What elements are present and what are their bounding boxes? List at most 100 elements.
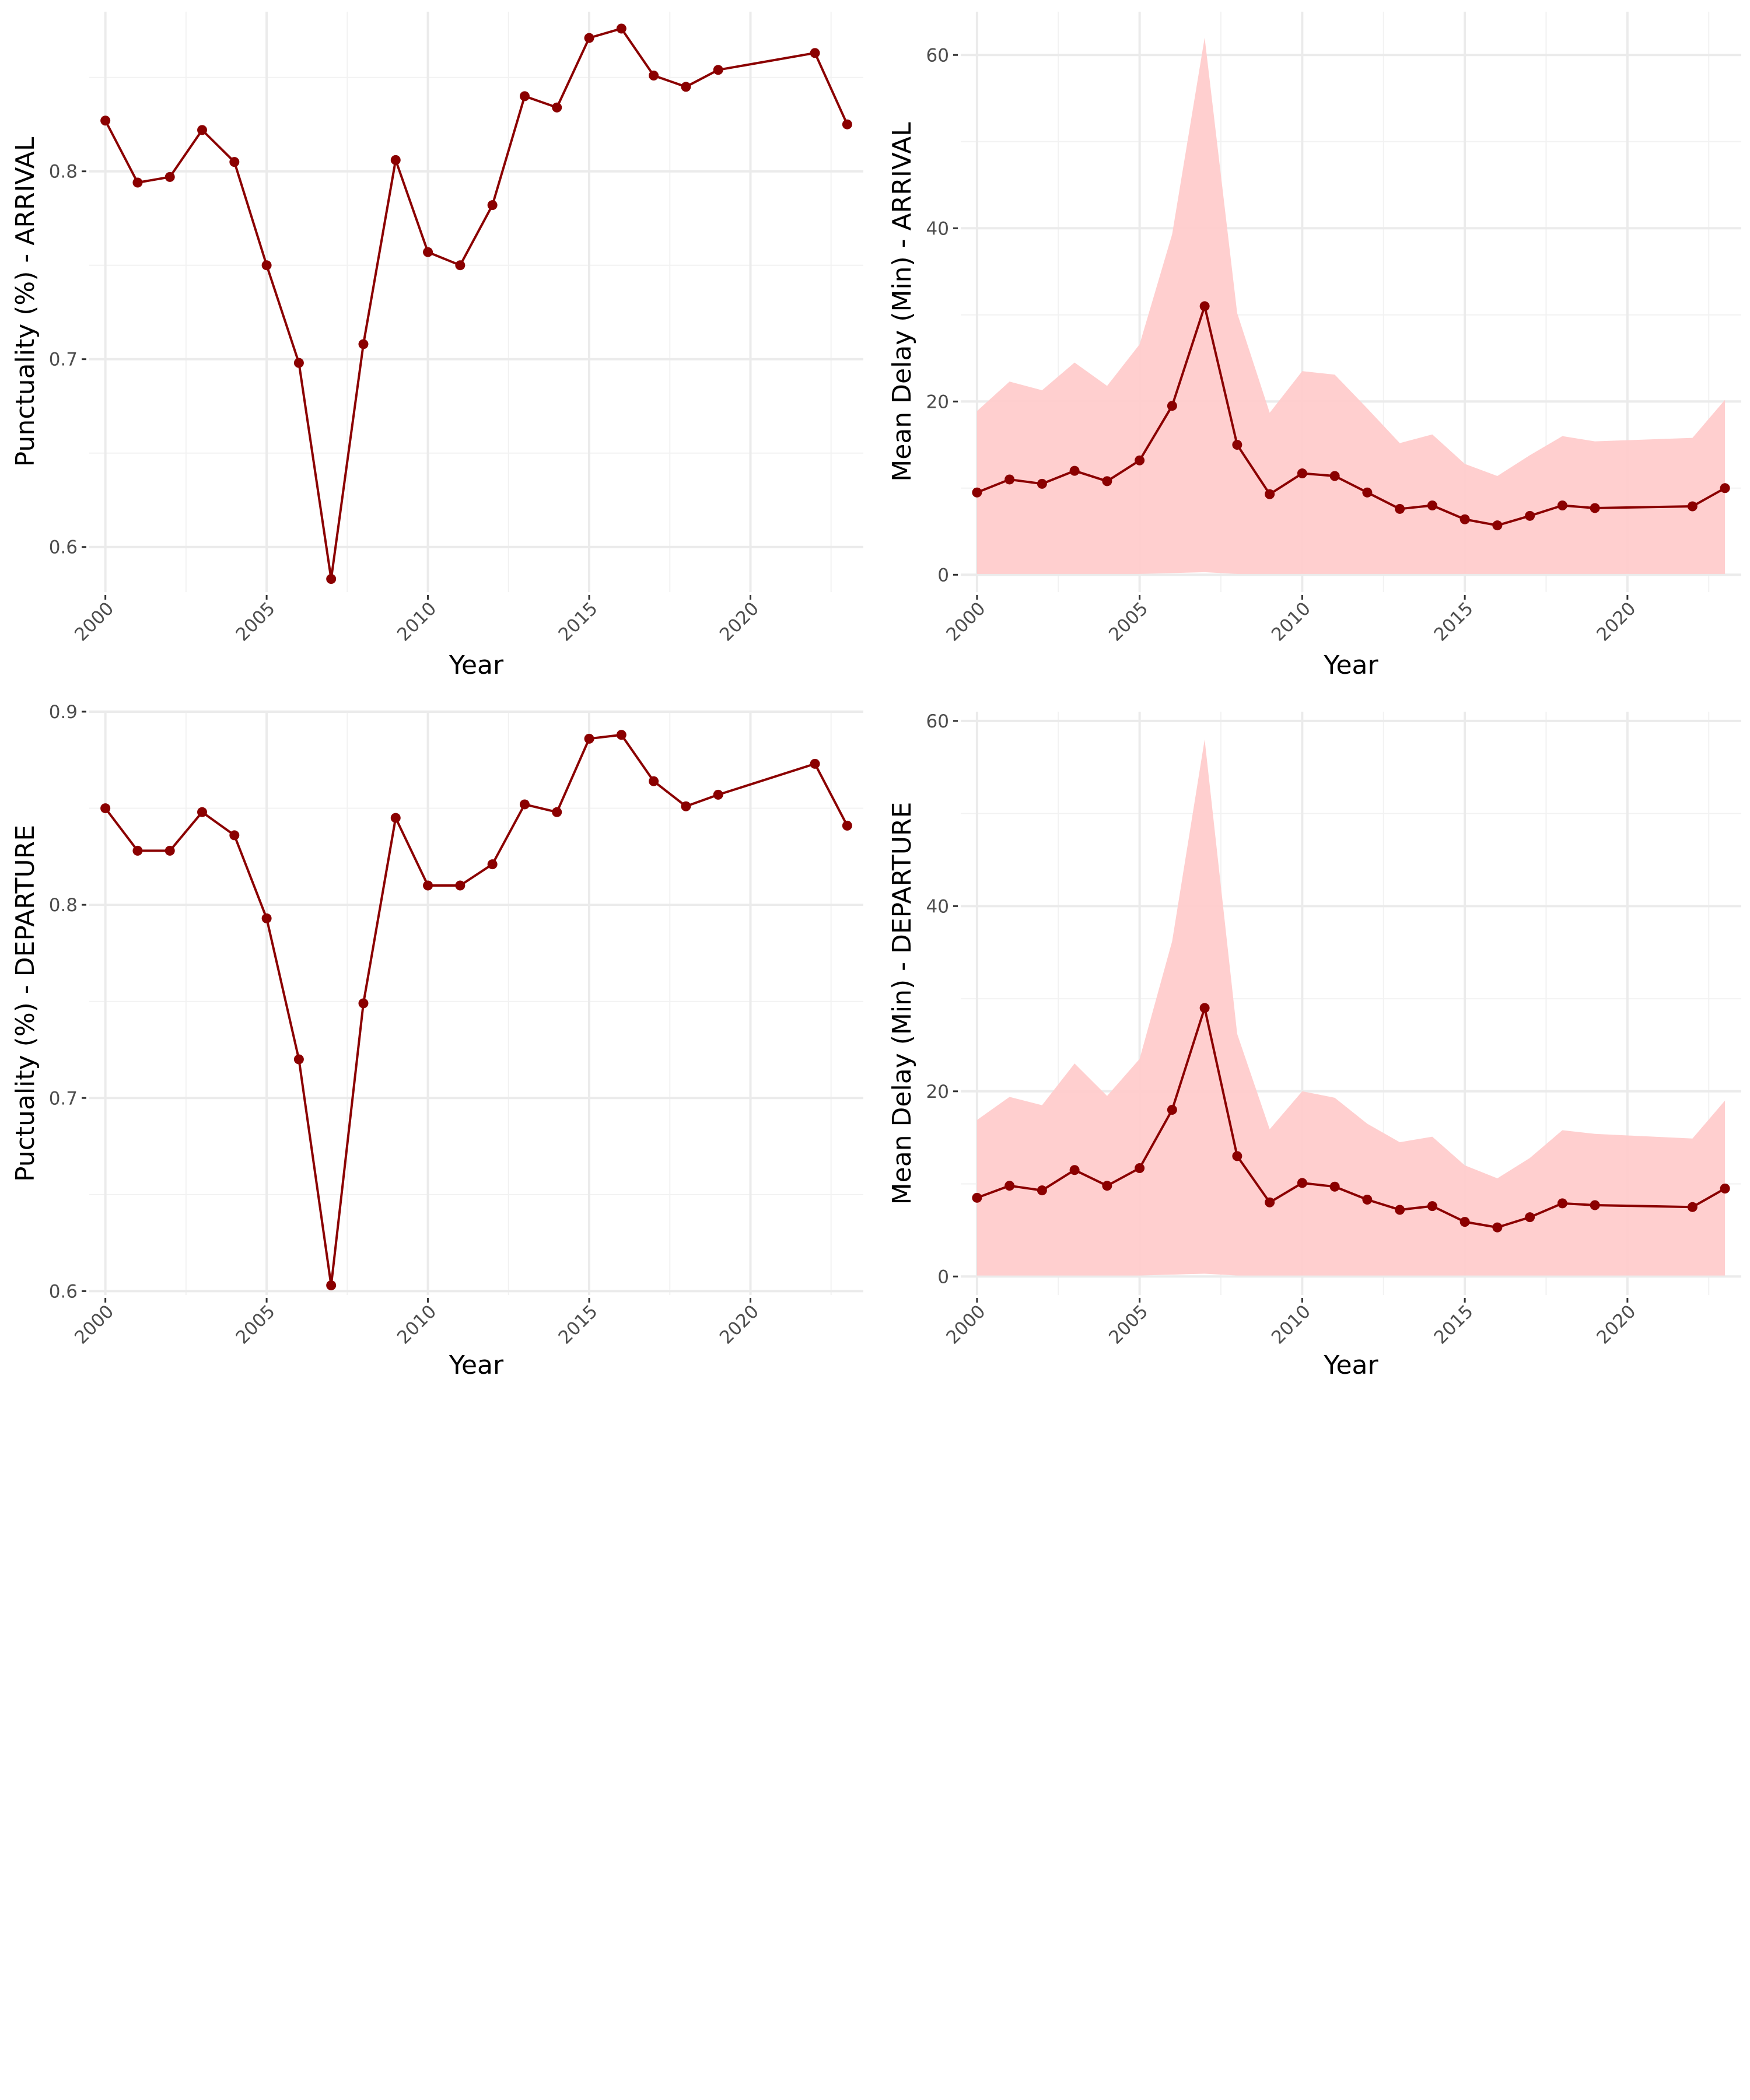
data-point [1329, 1181, 1340, 1192]
data-point [1297, 1178, 1307, 1188]
data-point [100, 116, 111, 126]
data-point [1460, 514, 1470, 524]
data-point [1492, 1222, 1503, 1233]
data-point [972, 487, 982, 498]
data-point [164, 845, 175, 856]
data-point [1557, 1198, 1567, 1209]
data-point [487, 200, 498, 211]
data-point [1557, 500, 1567, 510]
data-point [229, 830, 240, 841]
data-point [810, 758, 820, 769]
confidence-band [977, 37, 1726, 574]
gridlines [89, 710, 863, 1295]
x-axis-title: Year [1323, 650, 1378, 680]
data-point [584, 33, 594, 43]
y-tick-label: 0.8 [49, 162, 78, 183]
series-line [977, 1006, 1726, 1229]
y-axis-title: Puctuality (%) - DEPARTURE [10, 825, 40, 1182]
y-tick-label: 0.6 [49, 537, 78, 558]
data-point [1167, 1105, 1177, 1115]
gridlines [89, 12, 863, 592]
data-point [842, 820, 852, 831]
series-line [104, 733, 849, 1287]
data-point [1005, 474, 1015, 485]
data-point [358, 998, 369, 1009]
y-tick-label: 0 [937, 1266, 949, 1287]
data-point [1135, 1163, 1145, 1174]
data-point [1362, 487, 1373, 498]
data-point [584, 733, 594, 744]
data-point [616, 730, 626, 740]
data-point [455, 880, 466, 891]
data-point [261, 260, 272, 271]
data-point [1427, 500, 1437, 510]
data-point [681, 82, 691, 92]
data-point [455, 260, 466, 271]
data-point [552, 102, 562, 113]
data-point [1427, 1201, 1437, 1212]
series-line [104, 27, 849, 580]
y-tick-label: 0.7 [49, 349, 78, 370]
data-point [681, 801, 691, 811]
data-point [616, 23, 626, 34]
x-axis-title: Year [449, 650, 504, 680]
data-point [1037, 478, 1047, 489]
data-point [1102, 1181, 1112, 1191]
data-point [1069, 466, 1080, 476]
data-point [713, 65, 723, 75]
data-point [1102, 476, 1112, 487]
data-point [423, 880, 433, 891]
data-point [229, 157, 240, 167]
data-point [1167, 401, 1177, 411]
x-axis-title: Year [449, 1350, 504, 1380]
y-tick-label: 60 [926, 45, 949, 66]
data-point [132, 177, 143, 188]
series-line [977, 304, 1726, 527]
data-point [1525, 1212, 1535, 1223]
data-point [261, 913, 272, 923]
y-tick-label: 0.7 [49, 1088, 78, 1109]
data-point [552, 807, 562, 817]
data-point [423, 247, 433, 257]
y-tick-label: 20 [926, 391, 949, 412]
confidence-band [977, 739, 1726, 1276]
data-point [197, 807, 208, 817]
data-point [1590, 503, 1600, 513]
data-point [358, 339, 369, 349]
data-point [1395, 1205, 1405, 1215]
data-point [326, 1280, 337, 1290]
y-tick-label: 40 [926, 218, 949, 239]
data-point [487, 859, 498, 870]
data-point [100, 803, 111, 814]
data-point [1297, 468, 1307, 479]
y-tick-label: 0.6 [49, 1281, 78, 1302]
data-point [1362, 1195, 1373, 1205]
data-point [293, 1054, 304, 1065]
data-point [649, 776, 659, 786]
y-tick-label: 0.9 [49, 702, 78, 723]
data-point [972, 1192, 982, 1203]
data-point [1232, 440, 1242, 450]
y-tick-label: 0 [937, 565, 949, 586]
data-point [519, 91, 530, 102]
data-point [1720, 1183, 1730, 1194]
data-point [1460, 1217, 1470, 1227]
data-point [197, 125, 208, 135]
y-axis-title: Punctuality (%) - ARRIVAL [10, 136, 40, 467]
data-point [1232, 1151, 1242, 1161]
data-point [1687, 501, 1698, 512]
y-tick-label: 20 [926, 1082, 949, 1102]
data-point [1329, 471, 1340, 481]
data-point [1037, 1185, 1047, 1196]
data-point [390, 155, 401, 165]
y-tick-label: 60 [926, 711, 949, 732]
data-point [1199, 1003, 1210, 1013]
data-point [1265, 1197, 1275, 1208]
y-tick-label: 40 [926, 896, 949, 917]
data-point [164, 172, 175, 182]
data-point [293, 358, 304, 368]
data-point [1720, 483, 1730, 494]
